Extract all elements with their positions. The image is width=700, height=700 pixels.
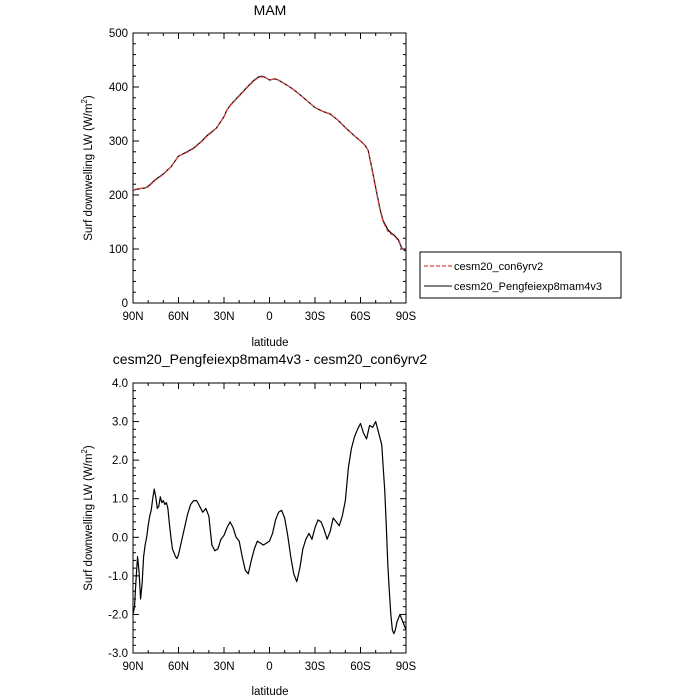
series-line-difference	[132, 420, 407, 635]
plot-frame	[132, 32, 407, 304]
chart-title: MAM	[254, 2, 287, 18]
y-tick-labels: -3.0 -2.0 -1.0 0.0 1.0 2.0 3.0 4.0	[108, 378, 128, 660]
y-tick-label: 500	[109, 28, 128, 40]
plot-frame	[132, 382, 407, 654]
x-tick-label: 90S	[396, 661, 417, 673]
x-axis-label: latitude	[251, 337, 288, 349]
x-tick-label: 0	[266, 311, 272, 323]
x-tick-label: 60N	[168, 311, 189, 323]
y-tick-label: 400	[109, 82, 128, 94]
x-tick-label: 30N	[213, 661, 234, 673]
x-tick-label: 90N	[122, 311, 143, 323]
series-lines	[132, 75, 407, 253]
panel-top: MAM 0 100 200 300 400 500 90N 60N 30N 0 30S 60S 90S…	[80, 2, 622, 349]
y-tick-label: 2.0	[112, 455, 128, 467]
legend-entry-2: cesm20_Pengfeiexp8mam4v3	[454, 281, 602, 293]
y-axis-label: Surf downwelling LW (W/m2)	[80, 95, 95, 241]
legend-entry-1: cesm20_con6yrv2	[454, 261, 543, 273]
x-tick-label: 0	[266, 661, 272, 673]
x-tick-label: 90S	[396, 311, 417, 323]
y-tick-label: -1.0	[108, 571, 128, 583]
x-tick-label: 60N	[168, 661, 189, 673]
y-axis-label: Surf downwelling LW (W/m2)	[80, 445, 95, 591]
y-tick-label: -3.0	[108, 648, 128, 660]
y-tick-label: -2.0	[108, 609, 128, 621]
x-tick-label: 30N	[213, 311, 234, 323]
x-tick-label: 30S	[305, 311, 326, 323]
y-tick-label: 0	[122, 298, 128, 310]
y-tick-label: 200	[109, 190, 128, 202]
x-tick-label: 30S	[305, 661, 326, 673]
y-tick-label: 100	[109, 244, 128, 256]
chart-title: cesm20_Pengfeiexp8mam4v3 - cesm20_con6yr…	[113, 351, 428, 367]
y-tick-label: 0.0	[112, 532, 128, 544]
x-tick-label: 60S	[350, 311, 371, 323]
series-lines	[132, 420, 407, 635]
legend: cesm20_con6yrv2 cesm20_Pengfeiexp8mam4v3	[419, 251, 622, 299]
x-tick-label: 90N	[122, 661, 143, 673]
legend-box	[419, 251, 622, 299]
x-axis-label: latitude	[251, 686, 288, 698]
y-tick-label: 1.0	[112, 494, 128, 506]
x-tick-labels: 90N 60N 30N 0 30S 60S 90S	[122, 311, 416, 323]
y-tick-label: 300	[109, 136, 128, 148]
series-line-cesm20_con6yrv2	[132, 76, 407, 253]
x-tick-labels: 90N 60N 30N 0 30S 60S 90S	[122, 661, 416, 673]
tick-marks	[132, 32, 407, 304]
series-line-cesm20_Pengfeiexp8mam4v3	[132, 75, 407, 253]
y-tick-label: 4.0	[112, 378, 128, 390]
y-tick-label: 3.0	[112, 417, 128, 429]
y-tick-labels: 0 100 200 300 400 500	[109, 28, 128, 310]
x-tick-label: 60S	[350, 661, 371, 673]
tick-marks	[132, 382, 407, 654]
panel-bottom: cesm20_Pengfeiexp8mam4v3 - cesm20_con6yr…	[80, 351, 427, 698]
